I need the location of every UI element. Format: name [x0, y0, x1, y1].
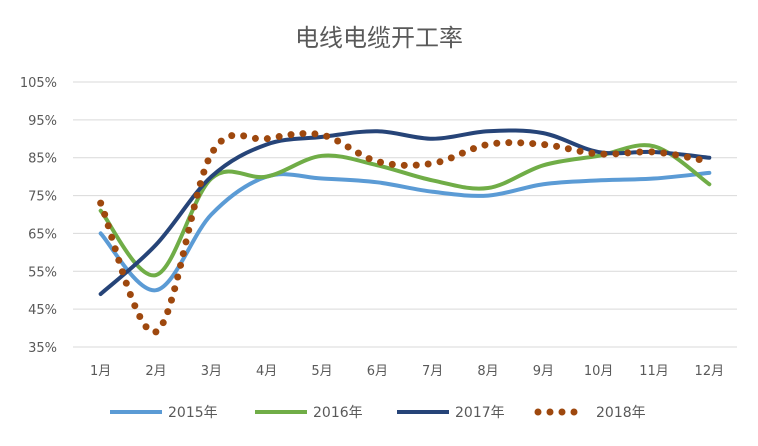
series-layer: [97, 128, 713, 336]
y-tick-label: 75%: [28, 190, 57, 205]
x-tick-label: 5月: [311, 364, 332, 379]
legend-label: 2018年: [596, 405, 646, 421]
y-tick-label: 95%: [28, 114, 57, 129]
y-tick-label: 85%: [28, 152, 57, 167]
x-axis: 1月 2月 3月 4月 5月 6月 7月 8月 9月 10月 11月 12月: [90, 364, 724, 379]
legend-label: 2016年: [313, 405, 363, 421]
x-tick-label: 3月: [201, 364, 222, 379]
y-tick-label: 45%: [28, 303, 57, 318]
chart-title: 电线电缆开工率: [295, 24, 463, 52]
grid-lines: [73, 81, 737, 348]
legend-label: 2017年: [455, 405, 505, 421]
series-line-2018年: [97, 130, 713, 336]
series-line-2015年: [98, 170, 712, 293]
x-tick-label: 7月: [422, 364, 443, 379]
x-tick-label: 4月: [256, 364, 277, 379]
x-tick-label: 9月: [533, 364, 554, 379]
x-tick-label: 10月: [584, 364, 614, 379]
y-tick-label: 35%: [28, 341, 57, 356]
x-tick-label: 8月: [477, 364, 498, 379]
x-tick-label: 12月: [695, 364, 725, 379]
y-axis: 35% 45% 55% 65% 75% 85% 95% 105%: [20, 76, 57, 356]
x-tick-label: 2月: [145, 364, 166, 379]
x-tick-label: 11月: [639, 364, 669, 379]
x-tick-label: 6月: [367, 364, 388, 379]
x-tick-label: 1月: [90, 364, 111, 379]
legend: 2015年 2016年 2017年 2018年: [110, 405, 646, 421]
y-tick-label: 55%: [28, 265, 57, 280]
y-tick-label: 65%: [28, 227, 57, 242]
legend-label: 2015年: [168, 405, 218, 421]
y-tick-label: 105%: [20, 76, 57, 91]
